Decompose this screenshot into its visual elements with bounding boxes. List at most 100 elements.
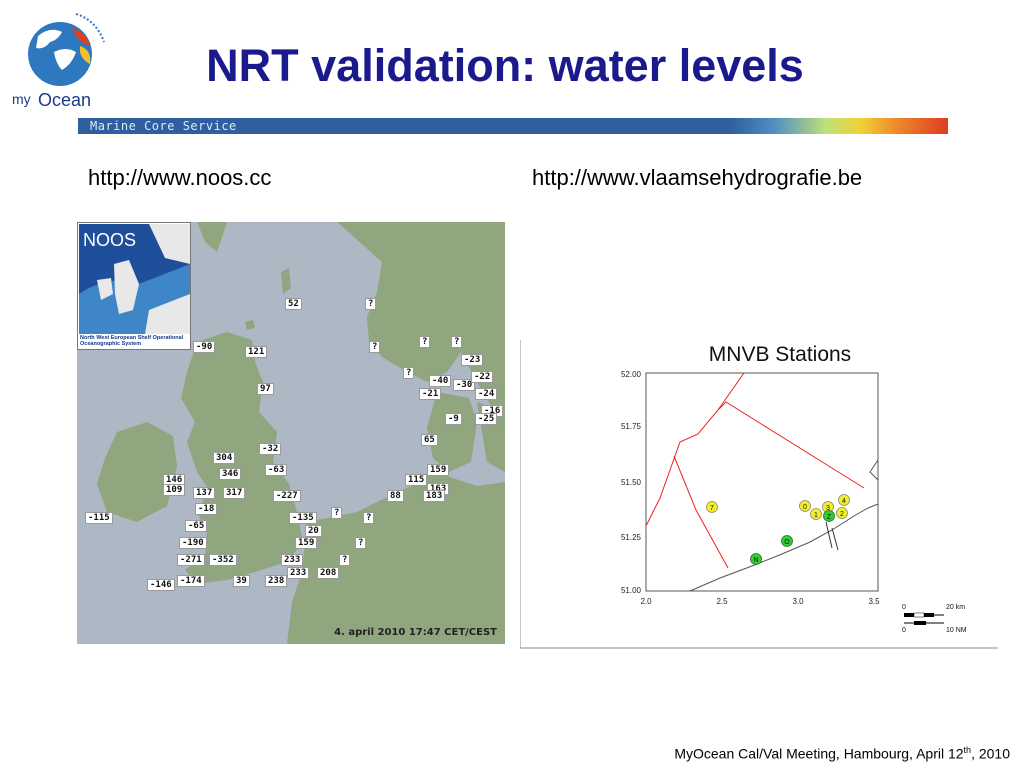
water-level-label: ? (355, 537, 367, 549)
noos-inset-panel: NOOS North West European Shelf Operation… (77, 222, 191, 350)
globe-logo-icon (28, 13, 105, 86)
water-level-label: ? (419, 336, 431, 348)
station-marker-n: N (750, 553, 762, 565)
water-level-label: 109 (163, 484, 186, 496)
water-level-label: -115 (85, 512, 113, 524)
water-level-label: -135 (289, 512, 317, 524)
noos-inset-map: NOOS (79, 224, 190, 334)
station-marker-7: 7 (706, 501, 718, 513)
water-level-label: -23 (461, 354, 484, 366)
water-level-label: 52 (285, 298, 302, 310)
svg-text:2: 2 (840, 511, 844, 518)
station-marker-2: 2 (836, 507, 848, 519)
water-level-label: -40 (429, 375, 452, 387)
water-level-label: -9 (445, 413, 462, 425)
svg-text:0: 0 (902, 604, 906, 611)
myocean-logo: my Ocean (12, 13, 105, 110)
svg-text:N: N (753, 557, 758, 564)
water-level-label: ? (339, 554, 351, 566)
svg-text:Z: Z (827, 514, 832, 521)
mnvb-title: MNVB Stations (709, 343, 851, 366)
water-level-label: 39 (233, 575, 250, 587)
station-marker-0: 0 (799, 500, 811, 512)
footer-year: , 2010 (971, 745, 1010, 762)
station-marker-o: O (781, 535, 793, 547)
water-level-label: -18 (195, 503, 218, 515)
water-level-label: ? (369, 341, 381, 353)
x-tick-label: 3.5 (868, 597, 880, 606)
coastline (689, 503, 879, 592)
water-level-label: 115 (405, 474, 428, 486)
noos-url[interactable]: http://www.noos.cc (88, 165, 272, 190)
noos-water-level-map: NOOS North West European Shelf Operation… (77, 222, 505, 644)
noos-inset-title: NOOS (83, 230, 137, 250)
svg-text:0: 0 (803, 504, 807, 511)
vlaamse-hydrografie-url[interactable]: http://www.vlaamsehydrografie.be (532, 165, 863, 190)
water-level-label: -21 (419, 388, 442, 400)
water-level-label: 97 (257, 383, 274, 395)
water-level-label: 65 (421, 434, 438, 446)
water-level-label: ? (451, 336, 463, 348)
channel-line (825, 521, 839, 551)
water-level-label: -174 (177, 575, 205, 587)
slide-title: NRT validation: water levels (206, 40, 804, 91)
slide-footer: MyOcean Cal/Val Meeting, Hambourg, April… (674, 745, 1010, 762)
water-level-label: 159 (427, 464, 450, 476)
water-level-label: 346 (219, 468, 242, 480)
boundary-line (645, 372, 745, 527)
footer-text: MyOcean Cal/Val Meeting, Hambourg, April… (674, 745, 964, 762)
water-level-label: 233 (281, 554, 304, 566)
water-level-label: -32 (259, 443, 282, 455)
boundary-line (717, 401, 865, 489)
svg-text:20 km: 20 km (946, 604, 965, 611)
water-level-label: ? (365, 298, 377, 310)
station-marker-4: 4 (838, 494, 850, 506)
boundary-line (673, 455, 729, 569)
water-level-label: -227 (273, 490, 301, 502)
water-level-label: -63 (265, 464, 288, 476)
water-level-label: ? (403, 367, 415, 379)
noos-inset-caption: North West European Shelf Operational Oc… (80, 335, 184, 347)
y-tick-label: 52.00 (621, 370, 642, 379)
water-level-label: ? (331, 507, 343, 519)
noos-map-land (97, 222, 505, 644)
water-level-label: -30 (453, 379, 476, 391)
water-level-label: -24 (475, 388, 498, 400)
water-level-label: 137 (193, 487, 216, 499)
water-level-label: -90 (193, 341, 216, 353)
svg-text:my: my (12, 91, 31, 107)
footer-superscript: th (963, 745, 972, 755)
svg-text:4: 4 (842, 498, 846, 505)
water-level-label: -22 (471, 371, 494, 383)
water-level-label: -25 (475, 413, 498, 425)
y-tick-label: 51.00 (621, 586, 642, 595)
svg-text:10 NM: 10 NM (946, 627, 967, 634)
y-tick-label: 51.75 (621, 422, 642, 431)
station-marker-1: 1 (810, 508, 822, 520)
water-level-label: -65 (185, 520, 208, 532)
water-level-label: ? (363, 512, 375, 524)
plot-area (645, 372, 879, 592)
water-level-label: -352 (209, 554, 237, 566)
water-level-label: 159 (295, 537, 318, 549)
water-level-label: 233 (287, 567, 310, 579)
water-level-label: -271 (177, 554, 205, 566)
water-level-label: 20 (305, 525, 322, 537)
svg-text:1: 1 (814, 512, 818, 519)
water-level-label: 183 (423, 490, 446, 502)
water-level-label: 121 (245, 346, 268, 358)
marine-core-service-banner (78, 118, 948, 134)
y-tick-label: 51.25 (621, 533, 642, 542)
water-level-label: 208 (317, 567, 340, 579)
water-level-label: 304 (213, 452, 236, 464)
water-level-label: -146 (147, 579, 175, 591)
x-tick-label: 2.0 (640, 597, 652, 606)
water-level-label: 88 (387, 490, 404, 502)
station-marker-z: Z (823, 510, 835, 522)
scale-bar: 0 20 km 0 10 NM (902, 604, 967, 634)
map-timestamp: 4. april 2010 17:47 CET/CEST (334, 627, 497, 638)
water-level-label: -190 (179, 537, 207, 549)
y-tick-label: 51.50 (621, 478, 642, 487)
svg-text:0: 0 (902, 627, 906, 634)
x-tick-label: 2.5 (716, 597, 728, 606)
